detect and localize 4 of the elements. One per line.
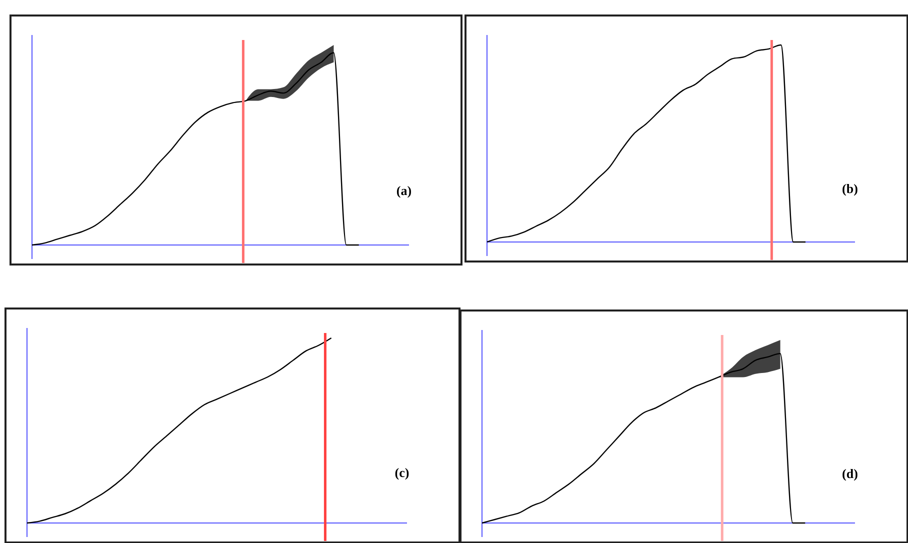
text: (c): [394, 465, 410, 480]
text: (a): [396, 183, 412, 198]
text: (d): [842, 466, 858, 481]
text: (b): [842, 180, 858, 196]
